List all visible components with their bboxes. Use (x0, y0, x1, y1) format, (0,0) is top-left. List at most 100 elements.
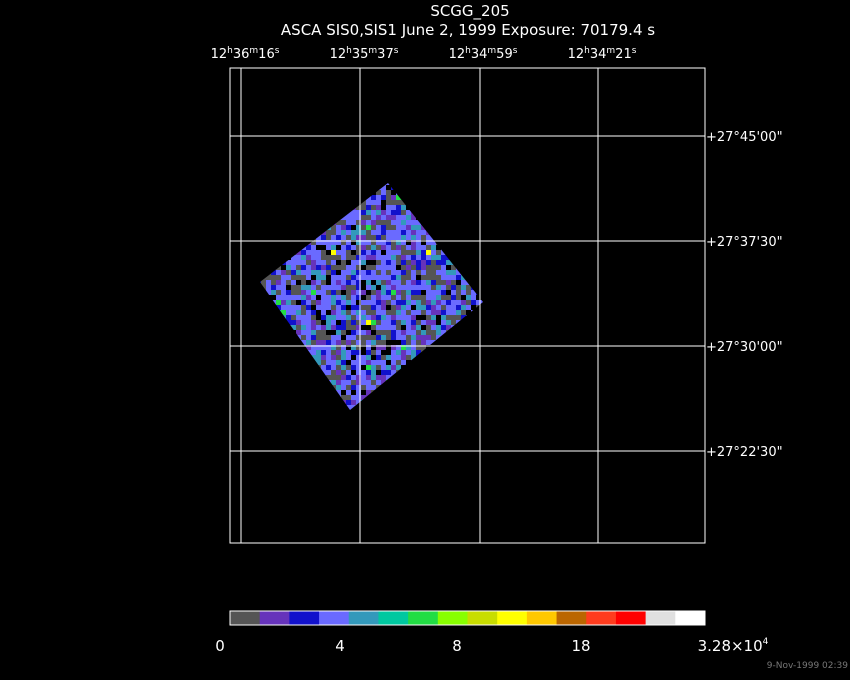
pixel (391, 260, 396, 265)
pixel (326, 235, 331, 240)
pixel (306, 185, 311, 190)
pixel (351, 235, 356, 240)
pixel (371, 375, 376, 380)
pixel (431, 375, 436, 380)
pixel (436, 250, 441, 255)
ra-value: 34 (590, 47, 607, 62)
pixel (436, 183, 441, 185)
ra-unit: m (249, 46, 258, 56)
pixel (441, 250, 446, 255)
pixel (366, 265, 371, 270)
pixel (456, 280, 461, 285)
pixel (436, 210, 441, 215)
pixel (306, 205, 311, 210)
pixel (276, 183, 281, 185)
pixel (331, 310, 336, 315)
pixel (421, 185, 426, 190)
pixel (311, 290, 316, 295)
pixel (266, 200, 271, 205)
pixel (461, 295, 466, 300)
pixel (311, 215, 316, 220)
pixel (306, 235, 311, 240)
pixel (341, 370, 346, 375)
pixel (381, 230, 386, 235)
pixel (316, 330, 321, 335)
pixel (451, 365, 456, 370)
pixel (361, 225, 366, 230)
pixel (441, 183, 446, 185)
pixel (321, 380, 326, 385)
pixel (431, 410, 436, 415)
pixel (326, 250, 331, 255)
pixel (326, 265, 331, 270)
pixel (426, 315, 431, 320)
ra-unit: h (346, 46, 352, 56)
pixel (401, 380, 406, 385)
pixel (411, 350, 416, 355)
pixel (446, 215, 451, 220)
pixel (391, 210, 396, 215)
pixel (376, 245, 381, 250)
pixel (326, 210, 331, 215)
pixel (386, 335, 391, 340)
pixel (296, 315, 301, 320)
pixel (346, 320, 351, 325)
pixel (406, 340, 411, 345)
pixel (366, 390, 371, 395)
pixel (260, 325, 261, 330)
pixel (296, 200, 301, 205)
pixel (461, 340, 466, 345)
pixel (301, 200, 306, 205)
pixel (381, 255, 386, 260)
pixel (306, 305, 311, 310)
pixel (341, 335, 346, 340)
pixel (376, 390, 381, 395)
pixel (261, 275, 266, 280)
pixel (306, 300, 311, 305)
pixel (366, 410, 371, 415)
colorbar-label: 4 (335, 637, 345, 655)
pixel (431, 260, 436, 265)
pixel (311, 225, 316, 230)
pixel (376, 255, 381, 260)
pixel (391, 410, 396, 415)
pixel (351, 355, 356, 360)
pixel (346, 370, 351, 375)
pixel (436, 360, 441, 365)
pixel (260, 355, 261, 360)
pixel (316, 410, 321, 415)
pixel (271, 305, 276, 310)
pixel (381, 225, 386, 230)
pixel (461, 245, 466, 250)
pixel (301, 310, 306, 315)
pixel (366, 385, 371, 390)
pixel (361, 245, 366, 250)
pixel (356, 330, 361, 335)
pixel (331, 375, 336, 380)
max-mantissa: 3.28×10 (698, 637, 763, 655)
pixel (381, 240, 386, 245)
pixel (431, 235, 436, 240)
pixel (260, 215, 261, 220)
pixel (431, 300, 436, 305)
pixel (376, 400, 381, 405)
pixel (406, 370, 411, 375)
pixel (446, 183, 451, 185)
pixel (281, 215, 286, 220)
pixel (411, 275, 416, 280)
pixel (481, 275, 483, 280)
pixel (306, 190, 311, 195)
pixel (376, 335, 381, 340)
pixel (321, 230, 326, 235)
pixel (296, 250, 301, 255)
pixel (341, 350, 346, 355)
pixel (266, 335, 271, 340)
ra-unit: m (606, 46, 615, 56)
pixel (461, 400, 466, 405)
pixel (276, 340, 281, 345)
pixel (426, 310, 431, 315)
pixel (436, 390, 441, 395)
pixel (286, 370, 291, 375)
colorbar-segment (497, 611, 528, 625)
pixel (331, 185, 336, 190)
